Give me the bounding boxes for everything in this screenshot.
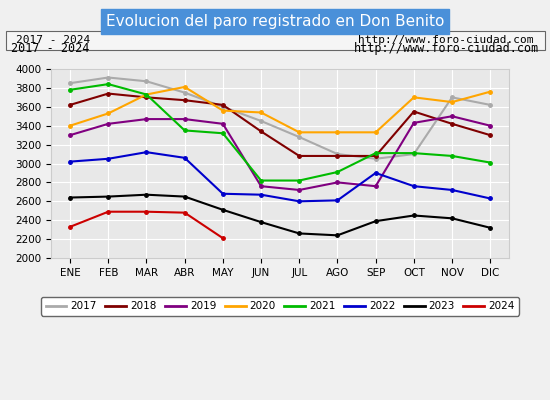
- Legend: 2017, 2018, 2019, 2020, 2021, 2022, 2023, 2024: 2017, 2018, 2019, 2020, 2021, 2022, 2023…: [41, 297, 519, 316]
- Text: http://www.foro-ciudad.com: http://www.foro-ciudad.com: [358, 35, 534, 45]
- Text: http://www.foro-ciudad.com: http://www.foro-ciudad.com: [354, 42, 539, 55]
- Text: 2017 - 2024: 2017 - 2024: [16, 35, 91, 45]
- Text: 2017 - 2024: 2017 - 2024: [11, 42, 89, 55]
- Text: Evolucion del paro registrado en Don Benito: Evolucion del paro registrado en Don Ben…: [106, 14, 444, 29]
